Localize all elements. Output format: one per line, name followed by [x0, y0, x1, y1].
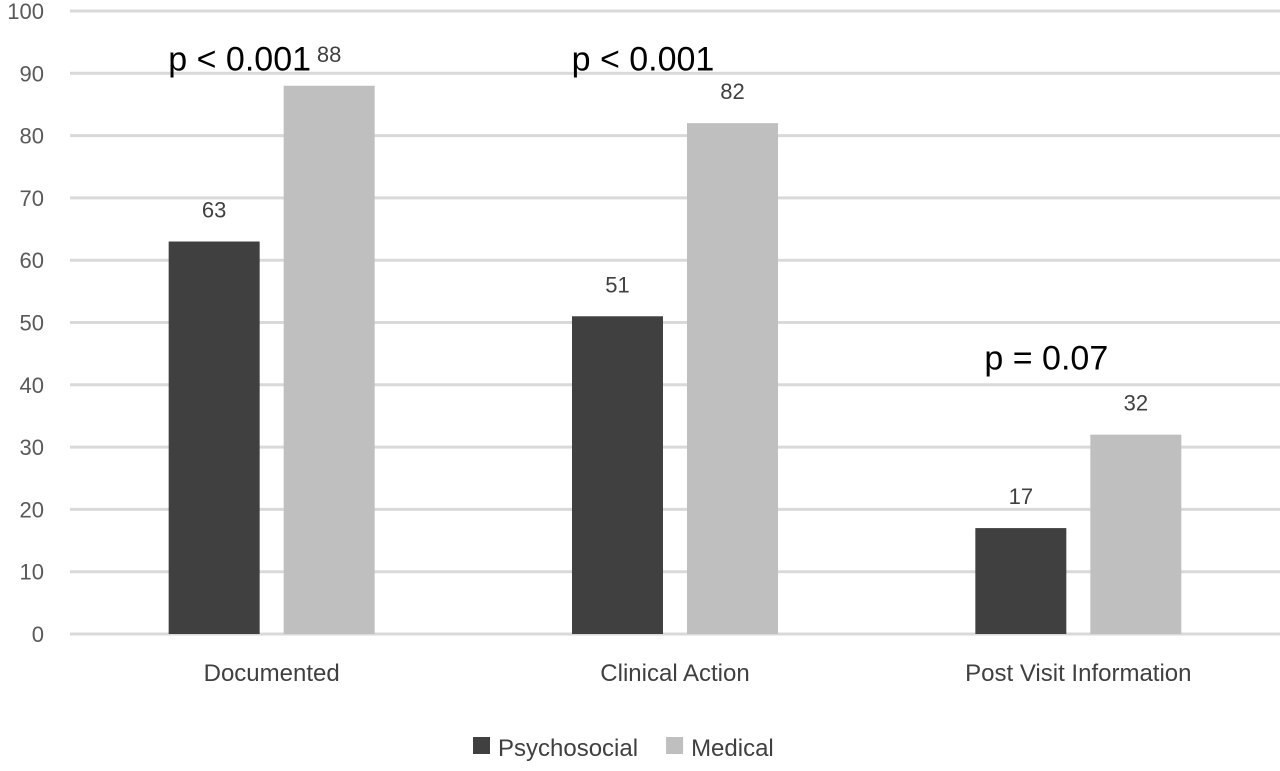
p-value-annotation: p < 0.001 [168, 40, 311, 78]
y-axis-ticks: 0 10 20 30 40 50 60 70 80 90 100 [7, 0, 44, 647]
annotations: p < 0.001 p < 0.001 p = 0.07 [168, 40, 1108, 377]
legend-label-medical: Medical [691, 735, 774, 762]
x-category-label: Post Visit Information [965, 660, 1191, 687]
legend-swatch-psychosocial [473, 737, 490, 754]
y-tick-label: 100 [7, 0, 44, 24]
data-label: 63 [202, 198, 226, 223]
y-tick-label: 30 [20, 435, 44, 460]
data-label: 51 [605, 272, 629, 297]
data-label: 82 [720, 79, 744, 104]
bar-psychosocial-post-visit-information [975, 528, 1067, 634]
y-tick-label: 50 [20, 311, 44, 336]
bar-medical-clinical-action [687, 123, 778, 634]
p-value-annotation: p = 0.07 [984, 339, 1108, 377]
bar-psychosocial-documented [168, 241, 260, 634]
data-label: 32 [1124, 391, 1148, 416]
gridlines [70, 9, 1280, 636]
x-axis-categories: Documented Clinical Action Post Visit Info… [204, 660, 1192, 687]
x-category-label: Clinical Action [600, 660, 749, 687]
y-tick-label: 0 [32, 622, 44, 647]
y-tick-label: 10 [20, 560, 44, 585]
y-tick-label: 60 [20, 248, 44, 273]
data-label: 88 [317, 42, 341, 67]
y-tick-label: 40 [20, 373, 44, 398]
legend-swatch-medical [666, 737, 684, 754]
data-labels: 63 88 51 82 17 32 [202, 42, 1148, 509]
p-value-annotation: p < 0.001 [572, 40, 715, 78]
bar-medical-post-visit-information [1090, 434, 1182, 634]
bar-psychosocial-clinical-action [572, 316, 663, 634]
bars [168, 85, 1182, 634]
y-tick-label: 90 [20, 61, 44, 86]
y-tick-label: 80 [20, 124, 44, 149]
legend-label-psychosocial: Psychosocial [498, 735, 638, 762]
legend: Psychosocial Medical [473, 735, 774, 762]
y-tick-label: 20 [20, 497, 44, 522]
y-tick-label: 70 [20, 186, 44, 211]
x-category-label: Documented [204, 660, 340, 687]
bar-medical-documented [283, 85, 375, 634]
data-label: 17 [1009, 484, 1033, 509]
